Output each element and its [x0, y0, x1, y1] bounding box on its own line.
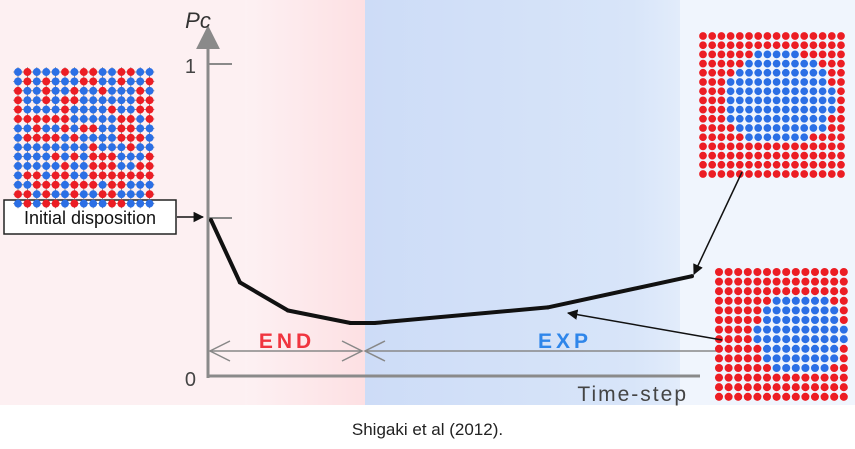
- final-lattice-arrow: [693, 171, 743, 275]
- exp-lattice-arrow: [566, 309, 723, 341]
- curve-point: [545, 305, 550, 310]
- curve-point: [372, 320, 377, 325]
- curve-point: [690, 274, 694, 279]
- figure-caption: Shigaki et al (2012).: [351, 420, 504, 439]
- end-span-left-head: [208, 340, 231, 362]
- exp-phase-label: EXP: [538, 330, 592, 353]
- final-lattice-icon: [699, 32, 845, 178]
- initial-lattice-icon: [13, 67, 155, 209]
- end-span-right-head: [341, 340, 364, 362]
- y-tick-label-bottom: 0: [185, 369, 196, 391]
- curve-point: [209, 218, 213, 222]
- exp-phase-region: [365, 0, 680, 405]
- end-phase-region: [245, 0, 365, 405]
- y-axis-label: Pc: [185, 8, 211, 33]
- x-axis-label: Time-step: [577, 383, 688, 406]
- end-phase-label: END: [259, 330, 315, 353]
- curve-point: [285, 308, 290, 313]
- y-tick-label-top: 1: [185, 56, 196, 78]
- curve-point: [237, 280, 242, 285]
- exp-lattice-icon: [714, 267, 848, 401]
- curve-point: [348, 320, 353, 325]
- exp-span-left-head: [363, 340, 386, 362]
- curve-points: [209, 218, 694, 325]
- initial-disposition-label: Initial disposition: [24, 208, 156, 228]
